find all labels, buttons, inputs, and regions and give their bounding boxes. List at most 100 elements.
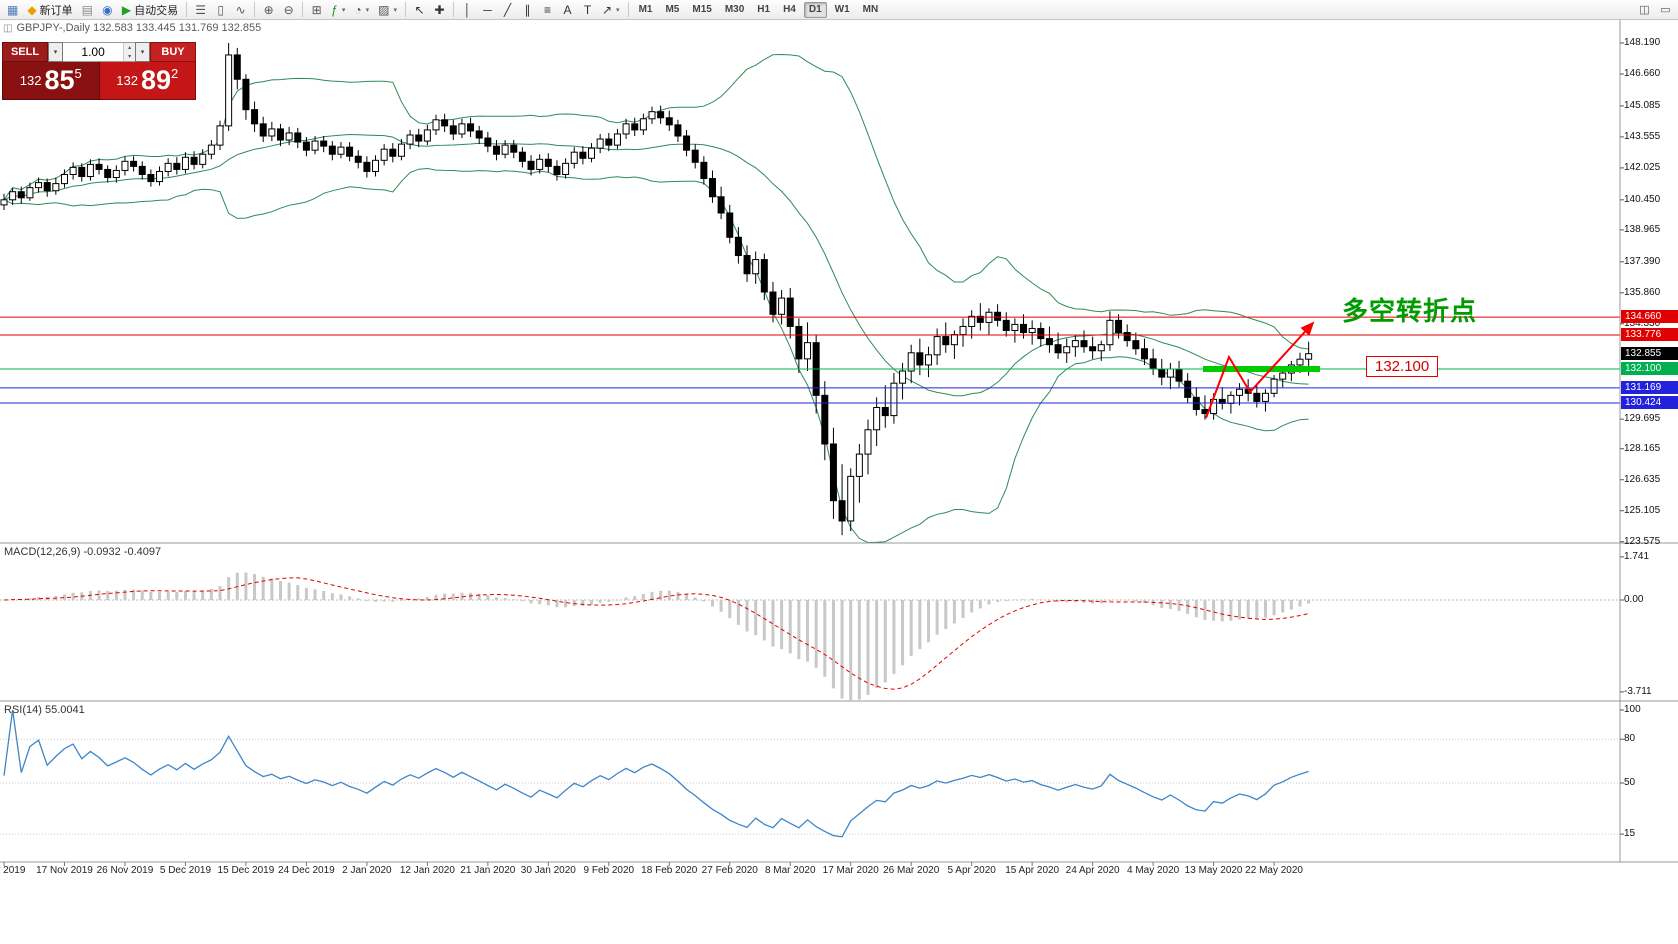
buy-price-prefix: 132 xyxy=(116,73,138,88)
volume-box: ▴ ▾ xyxy=(63,42,135,62)
toolbar-separator xyxy=(254,2,256,17)
toolbar-separator xyxy=(302,2,304,17)
indicators-icon[interactable]: ƒ ▾ xyxy=(327,1,349,19)
buy-options-dropdown-icon[interactable]: ▾ xyxy=(135,42,150,62)
cursor-icon: ↖ xyxy=(414,2,425,17)
volume-up-button[interactable]: ▴ xyxy=(124,43,135,52)
periods-icon: ◔ xyxy=(354,2,362,17)
volume-input[interactable] xyxy=(63,43,124,61)
arrows-icon[interactable]: ↗ ▾ xyxy=(598,1,624,19)
timeframe-d1[interactable]: D1 xyxy=(803,1,827,18)
text-label-icon[interactable]: T xyxy=(578,1,597,19)
bars-chart-icon: ☰ xyxy=(195,2,207,17)
buy-button[interactable]: BUY xyxy=(150,42,196,62)
timeframe-m1[interactable]: M1 xyxy=(634,2,658,18)
docking-icon[interactable]: ◫ xyxy=(1635,1,1654,19)
sell-button[interactable]: SELL xyxy=(2,42,48,62)
buy-price-sup: 2 xyxy=(171,66,179,81)
crosshair-icon[interactable]: ✚ xyxy=(430,1,449,19)
trendline-icon: ╱ xyxy=(503,2,512,17)
sell-price-big: 85 xyxy=(44,65,75,95)
volume-down-button[interactable]: ▾ xyxy=(124,52,135,61)
new-chart-icon: ▦ xyxy=(7,2,19,17)
periods-icon[interactable]: ◔ ▾ xyxy=(350,1,373,19)
autotrading-button[interactable]: ▶ 自动交易 xyxy=(118,1,182,19)
toolbar-separator xyxy=(452,2,454,17)
timeframe-h1[interactable]: H1 xyxy=(752,2,775,18)
turning-point-annotation: 多空转折点 xyxy=(1342,296,1478,326)
timeframe-h4[interactable]: H4 xyxy=(778,2,801,18)
vertical-line-icon: │ xyxy=(463,2,472,17)
toolbar-right-icons: ◫ ▭ xyxy=(1635,1,1675,19)
timeframe-w1[interactable]: W1 xyxy=(830,2,855,18)
timeframe-m15[interactable]: M15 xyxy=(687,2,716,18)
indicators-icon-dropdown-arrow: ▾ xyxy=(341,6,346,14)
chart-profiles-icon[interactable]: ▤ xyxy=(78,1,97,19)
text-label-icon: T xyxy=(583,2,592,17)
line-chart-icon: ∿ xyxy=(235,2,246,17)
periods-icon-dropdown-arrow: ▾ xyxy=(365,6,370,14)
toolbar-separator xyxy=(404,2,406,17)
candlestick-chart-icon: ▯ xyxy=(217,2,224,17)
arrows-icon-dropdown-arrow: ▾ xyxy=(616,6,620,14)
timeframe-mn[interactable]: MN xyxy=(858,2,884,18)
timeframe-m5[interactable]: M5 xyxy=(660,2,684,18)
zoom-in-icon: ⊕ xyxy=(263,2,274,17)
price-level-tag: 132.100 xyxy=(1366,356,1439,377)
templates-icon-dropdown-arrow: ▾ xyxy=(393,6,397,14)
new-order-button-label: 新订单 xyxy=(39,4,73,17)
chart-symbol-info: ◫ GBPJPY-,Daily 132.583 133.445 131.769 … xyxy=(3,22,261,34)
chart-profiles-icon: ▤ xyxy=(81,2,93,17)
autotrading-button: ▶ xyxy=(121,2,132,17)
fibonacci-icon[interactable]: ≡ xyxy=(538,1,557,19)
rsi-indicator-label: RSI(14) 55.0041 xyxy=(4,704,85,716)
text-icon[interactable]: A xyxy=(558,1,577,19)
buy-price-display[interactable]: 132 89 2 xyxy=(99,62,196,100)
templates-icon[interactable]: ▨ ▾ xyxy=(374,1,401,19)
macd-indicator-label: MACD(12,26,9) -0.0932 -0.4097 xyxy=(4,546,162,558)
new-order-button: ◆ xyxy=(27,2,37,17)
new-order-button[interactable]: ◆ 新订单 xyxy=(23,1,76,19)
toolbar-separator xyxy=(186,2,188,17)
toolbar: ▦ ◆ 新订单 ▤ ◉ ▶ 自动交易 ☰ ▯ ∿ ⊕ ⊖ ⊞ ƒ ▾ ◔ ▾ ▨ ▾ ↖ ✚ │ ─ ╱ ∥ ≡ A T ↗ ▾ M1 M5 M… xyxy=(0,0,1678,20)
trade-panel-controls: SELL ▾ ▴ ▾ ▾ BUY xyxy=(2,42,196,62)
new-chart-icon[interactable]: ▦ xyxy=(3,1,22,19)
text-icon: A xyxy=(563,2,572,17)
alerts-icon: ◉ xyxy=(102,2,113,17)
autotrading-button-label: 自动交易 xyxy=(134,4,179,17)
timeframe-m30[interactable]: M30 xyxy=(720,2,749,18)
sell-price-prefix: 132 xyxy=(19,73,42,88)
vertical-line-icon[interactable]: │ xyxy=(458,1,477,19)
zoom-in-icon[interactable]: ⊕ xyxy=(259,1,278,19)
sell-price-sup: 5 xyxy=(74,66,82,81)
zoom-out-icon: ⊖ xyxy=(283,2,294,17)
crosshair-icon: ✚ xyxy=(434,2,445,17)
toolbar-separator xyxy=(627,2,629,17)
bars-chart-icon[interactable]: ☰ xyxy=(191,1,210,19)
volume-spinner: ▴ ▾ xyxy=(123,43,135,61)
tile-windows-icon: ⊞ xyxy=(311,2,322,17)
cursor-icon[interactable]: ↖ xyxy=(410,1,429,19)
fibonacci-icon: ≡ xyxy=(543,2,551,17)
zoom-out-icon[interactable]: ⊖ xyxy=(279,1,298,19)
sell-price-display[interactable]: 132 85 5 xyxy=(2,62,100,100)
line-chart-icon[interactable]: ∿ xyxy=(231,1,250,19)
trade-panel-prices: 132 85 5 132 89 2 xyxy=(2,62,196,100)
trendline-icon[interactable]: ╱ xyxy=(498,1,517,19)
horizontal-line-icon[interactable]: ─ xyxy=(478,1,497,19)
sell-options-dropdown-icon[interactable]: ▾ xyxy=(48,42,63,62)
indicators-icon: ƒ xyxy=(331,2,338,17)
templates-icon: ▨ xyxy=(378,2,390,17)
channel-icon[interactable]: ∥ xyxy=(518,1,537,19)
horizontal-line-icon: ─ xyxy=(483,2,492,17)
new-window-icon[interactable]: ▭ xyxy=(1656,1,1675,19)
symbol-chart-icon: ◫ xyxy=(3,22,13,34)
tile-windows-icon[interactable]: ⊞ xyxy=(307,1,326,19)
buy-price-big: 89 xyxy=(140,65,171,95)
candlestick-chart-icon[interactable]: ▯ xyxy=(211,1,230,19)
symbol-ohlc-text: GBPJPY-,Daily 132.583 133.445 131.769 13… xyxy=(16,22,262,34)
alerts-icon[interactable]: ◉ xyxy=(98,1,117,19)
